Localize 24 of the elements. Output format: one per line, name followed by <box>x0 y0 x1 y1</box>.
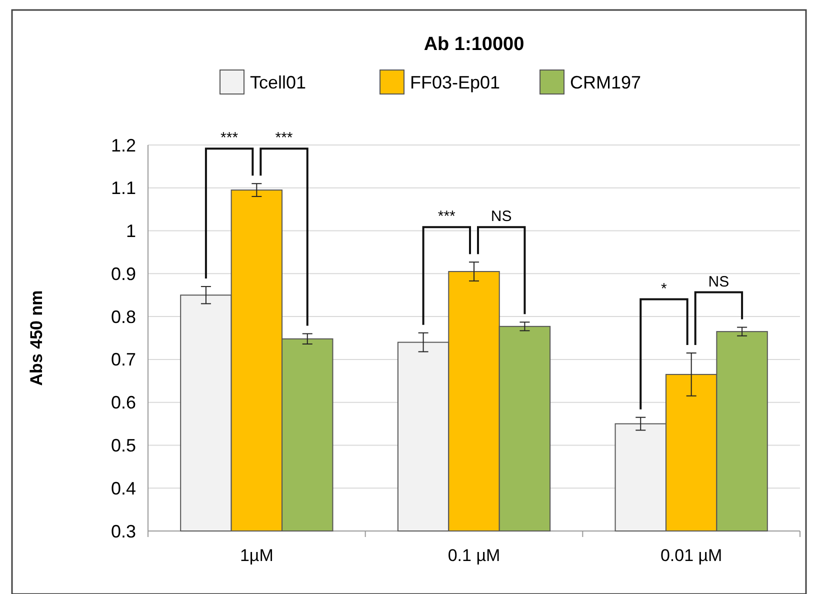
y-tick-label: 1 <box>126 221 136 242</box>
chart-title: Ab 1:10000 <box>424 34 524 55</box>
y-tick-label: 0.4 <box>110 478 136 498</box>
legend-label: Tcell01 <box>250 72 306 92</box>
y-tick-label: 0.5 <box>110 436 136 456</box>
x-tick-label: 0.01 µM <box>660 546 722 565</box>
y-tick-label: 0.7 <box>110 350 136 370</box>
y-tick-label: 0.9 <box>110 264 136 284</box>
x-tick-label: 1µM <box>240 546 274 565</box>
y-axis-title: Abs 450 nm <box>27 290 46 386</box>
y-tick-label: 0.8 <box>110 306 136 327</box>
y-tick-label: 1.1 <box>110 178 136 198</box>
annotation: *** <box>275 130 293 147</box>
annotation: * <box>661 280 668 298</box>
annotation: NS <box>708 273 730 290</box>
legend-label: FF03-Ep01 <box>410 72 500 92</box>
y-tick-label: 0.6 <box>110 392 136 413</box>
annotation: *** <box>220 130 238 147</box>
annotation: *** <box>438 208 456 226</box>
legend-label: CRM197 <box>570 72 642 92</box>
y-tick-label: 0.3 <box>110 521 136 542</box>
y-tick-label: 1.2 <box>110 135 136 156</box>
x-tick-label: 0.1 µM <box>448 546 500 565</box>
annotation: NS <box>490 208 512 226</box>
